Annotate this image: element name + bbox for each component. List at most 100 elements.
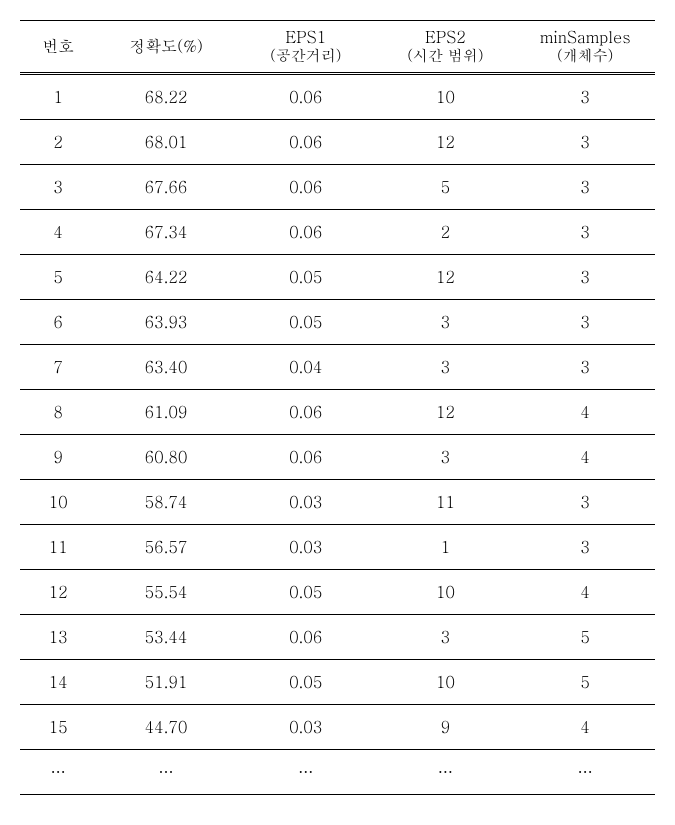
table-row: 564.220.05123: [20, 254, 655, 299]
table-row: 960.800.0634: [20, 434, 655, 479]
cell-no: 11: [20, 524, 96, 569]
cell-eps2: …: [376, 749, 516, 794]
cell-eps2: 11: [376, 479, 516, 524]
cell-eps1: 0.06: [236, 119, 376, 164]
table-row: 763.400.0433: [20, 344, 655, 389]
cell-eps2: 3: [376, 434, 516, 479]
cell-no: 5: [20, 254, 96, 299]
cell-ms: 4: [515, 569, 655, 614]
cell-acc: …: [96, 749, 236, 794]
cell-ms: 3: [515, 119, 655, 164]
cell-acc: 63.40: [96, 344, 236, 389]
table-row: 1255.540.05104: [20, 569, 655, 614]
cell-acc: 51.91: [96, 659, 236, 704]
cell-eps2: 1: [376, 524, 516, 569]
cell-acc: 68.22: [96, 73, 236, 119]
cell-eps1: 0.05: [236, 659, 376, 704]
cell-eps1: 0.06: [236, 614, 376, 659]
cell-acc: 56.57: [96, 524, 236, 569]
cell-acc: 53.44: [96, 614, 236, 659]
cell-no: …: [20, 749, 96, 794]
cell-eps1: 0.06: [236, 389, 376, 434]
table-row: 663.930.0533: [20, 299, 655, 344]
cell-eps2: 10: [376, 569, 516, 614]
cell-eps2: 2: [376, 209, 516, 254]
cell-eps2: 3: [376, 299, 516, 344]
cell-eps1: 0.05: [236, 299, 376, 344]
cell-no: 2: [20, 119, 96, 164]
cell-acc: 44.70: [96, 704, 236, 749]
cell-acc: 63.93: [96, 299, 236, 344]
cell-eps1: …: [236, 749, 376, 794]
cell-no: 14: [20, 659, 96, 704]
col-header-eps1-sub: (공간거리): [236, 47, 376, 66]
cell-ms: 4: [515, 389, 655, 434]
cell-no: 6: [20, 299, 96, 344]
cell-acc: 58.74: [96, 479, 236, 524]
cell-ms: 3: [515, 73, 655, 119]
cell-eps1: 0.05: [236, 569, 376, 614]
cell-ms: 3: [515, 209, 655, 254]
cell-eps1: 0.04: [236, 344, 376, 389]
cell-eps2: 12: [376, 254, 516, 299]
table-row: 168.220.06103: [20, 73, 655, 119]
cell-ms: 5: [515, 659, 655, 704]
cell-eps1: 0.03: [236, 704, 376, 749]
cell-ms: 3: [515, 479, 655, 524]
cell-eps2: 3: [376, 344, 516, 389]
cell-eps1: 0.03: [236, 524, 376, 569]
cell-acc: 55.54: [96, 569, 236, 614]
cell-eps1: 0.06: [236, 209, 376, 254]
cell-ms: 3: [515, 254, 655, 299]
table-body: 168.220.06103268.010.06123367.660.065346…: [20, 73, 655, 794]
cell-eps1: 0.06: [236, 73, 376, 119]
table-row: 1544.700.0394: [20, 704, 655, 749]
col-header-acc: 정확도(%): [96, 21, 236, 74]
data-table: 번호 정확도(%) EPS1 (공간거리) EPS2 (시간 범위) minSa…: [20, 20, 655, 795]
cell-ms: 3: [515, 299, 655, 344]
cell-no: 8: [20, 389, 96, 434]
table-row: ……………: [20, 749, 655, 794]
cell-ms: 4: [515, 704, 655, 749]
cell-no: 7: [20, 344, 96, 389]
cell-no: 12: [20, 569, 96, 614]
cell-ms: 4: [515, 434, 655, 479]
table-row: 1353.440.0635: [20, 614, 655, 659]
cell-eps2: 12: [376, 389, 516, 434]
table-row: 861.090.06124: [20, 389, 655, 434]
table-row: 1058.740.03113: [20, 479, 655, 524]
cell-no: 13: [20, 614, 96, 659]
cell-no: 9: [20, 434, 96, 479]
table-row: 268.010.06123: [20, 119, 655, 164]
cell-acc: 61.09: [96, 389, 236, 434]
col-header-no: 번호: [20, 21, 96, 74]
cell-ms: …: [515, 749, 655, 794]
cell-ms: 3: [515, 164, 655, 209]
cell-no: 1: [20, 73, 96, 119]
cell-eps2: 9: [376, 704, 516, 749]
cell-acc: 64.22: [96, 254, 236, 299]
cell-acc: 67.34: [96, 209, 236, 254]
cell-eps2: 12: [376, 119, 516, 164]
cell-eps2: 10: [376, 659, 516, 704]
cell-no: 4: [20, 209, 96, 254]
cell-acc: 68.01: [96, 119, 236, 164]
data-table-container: 번호 정확도(%) EPS1 (공간거리) EPS2 (시간 범위) minSa…: [20, 20, 655, 795]
cell-acc: 67.66: [96, 164, 236, 209]
cell-no: 3: [20, 164, 96, 209]
cell-eps1: 0.03: [236, 479, 376, 524]
cell-eps2: 5: [376, 164, 516, 209]
cell-no: 10: [20, 479, 96, 524]
cell-ms: 3: [515, 524, 655, 569]
col-header-eps2: EPS2 (시간 범위): [376, 21, 516, 74]
table-header: 번호 정확도(%) EPS1 (공간거리) EPS2 (시간 범위) minSa…: [20, 21, 655, 74]
col-header-ms-sub: (개체수): [515, 47, 655, 66]
table-row: 467.340.0623: [20, 209, 655, 254]
cell-ms: 5: [515, 614, 655, 659]
cell-eps1: 0.05: [236, 254, 376, 299]
col-header-acc-main: 정확도(%): [129, 34, 203, 57]
cell-eps2: 3: [376, 614, 516, 659]
col-header-eps1: EPS1 (공간거리): [236, 21, 376, 74]
cell-eps1: 0.06: [236, 434, 376, 479]
cell-eps2: 10: [376, 73, 516, 119]
